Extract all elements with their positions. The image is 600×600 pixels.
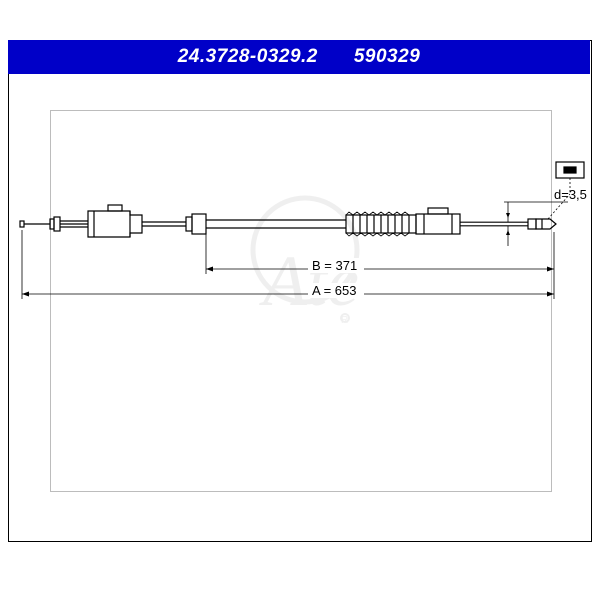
thin-shaft-1 [142, 222, 186, 226]
short-code: 590329 [354, 46, 420, 68]
small-collar [50, 217, 88, 231]
thin-shaft-2 [460, 222, 528, 226]
mid-collar [186, 214, 206, 234]
end-fitting-right [528, 219, 556, 229]
dim-d-label: d=3,5 [554, 187, 587, 202]
technical-diagram: d=3,5 B = 371 A = 653 [8, 74, 590, 540]
dimension-b [206, 232, 554, 299]
dimension-a [22, 230, 554, 299]
main-tube [206, 220, 346, 228]
part-number: 24.3728-0329.2 [178, 46, 318, 68]
right-block [416, 208, 460, 234]
bellows [346, 212, 416, 236]
header-bar: 24.3728-0329.2 590329 [8, 40, 590, 74]
dim-a-label: A = 653 [312, 283, 356, 298]
dim-b-label: B = 371 [312, 258, 357, 273]
end-fitting-left [20, 221, 50, 227]
left-housing [88, 205, 142, 237]
